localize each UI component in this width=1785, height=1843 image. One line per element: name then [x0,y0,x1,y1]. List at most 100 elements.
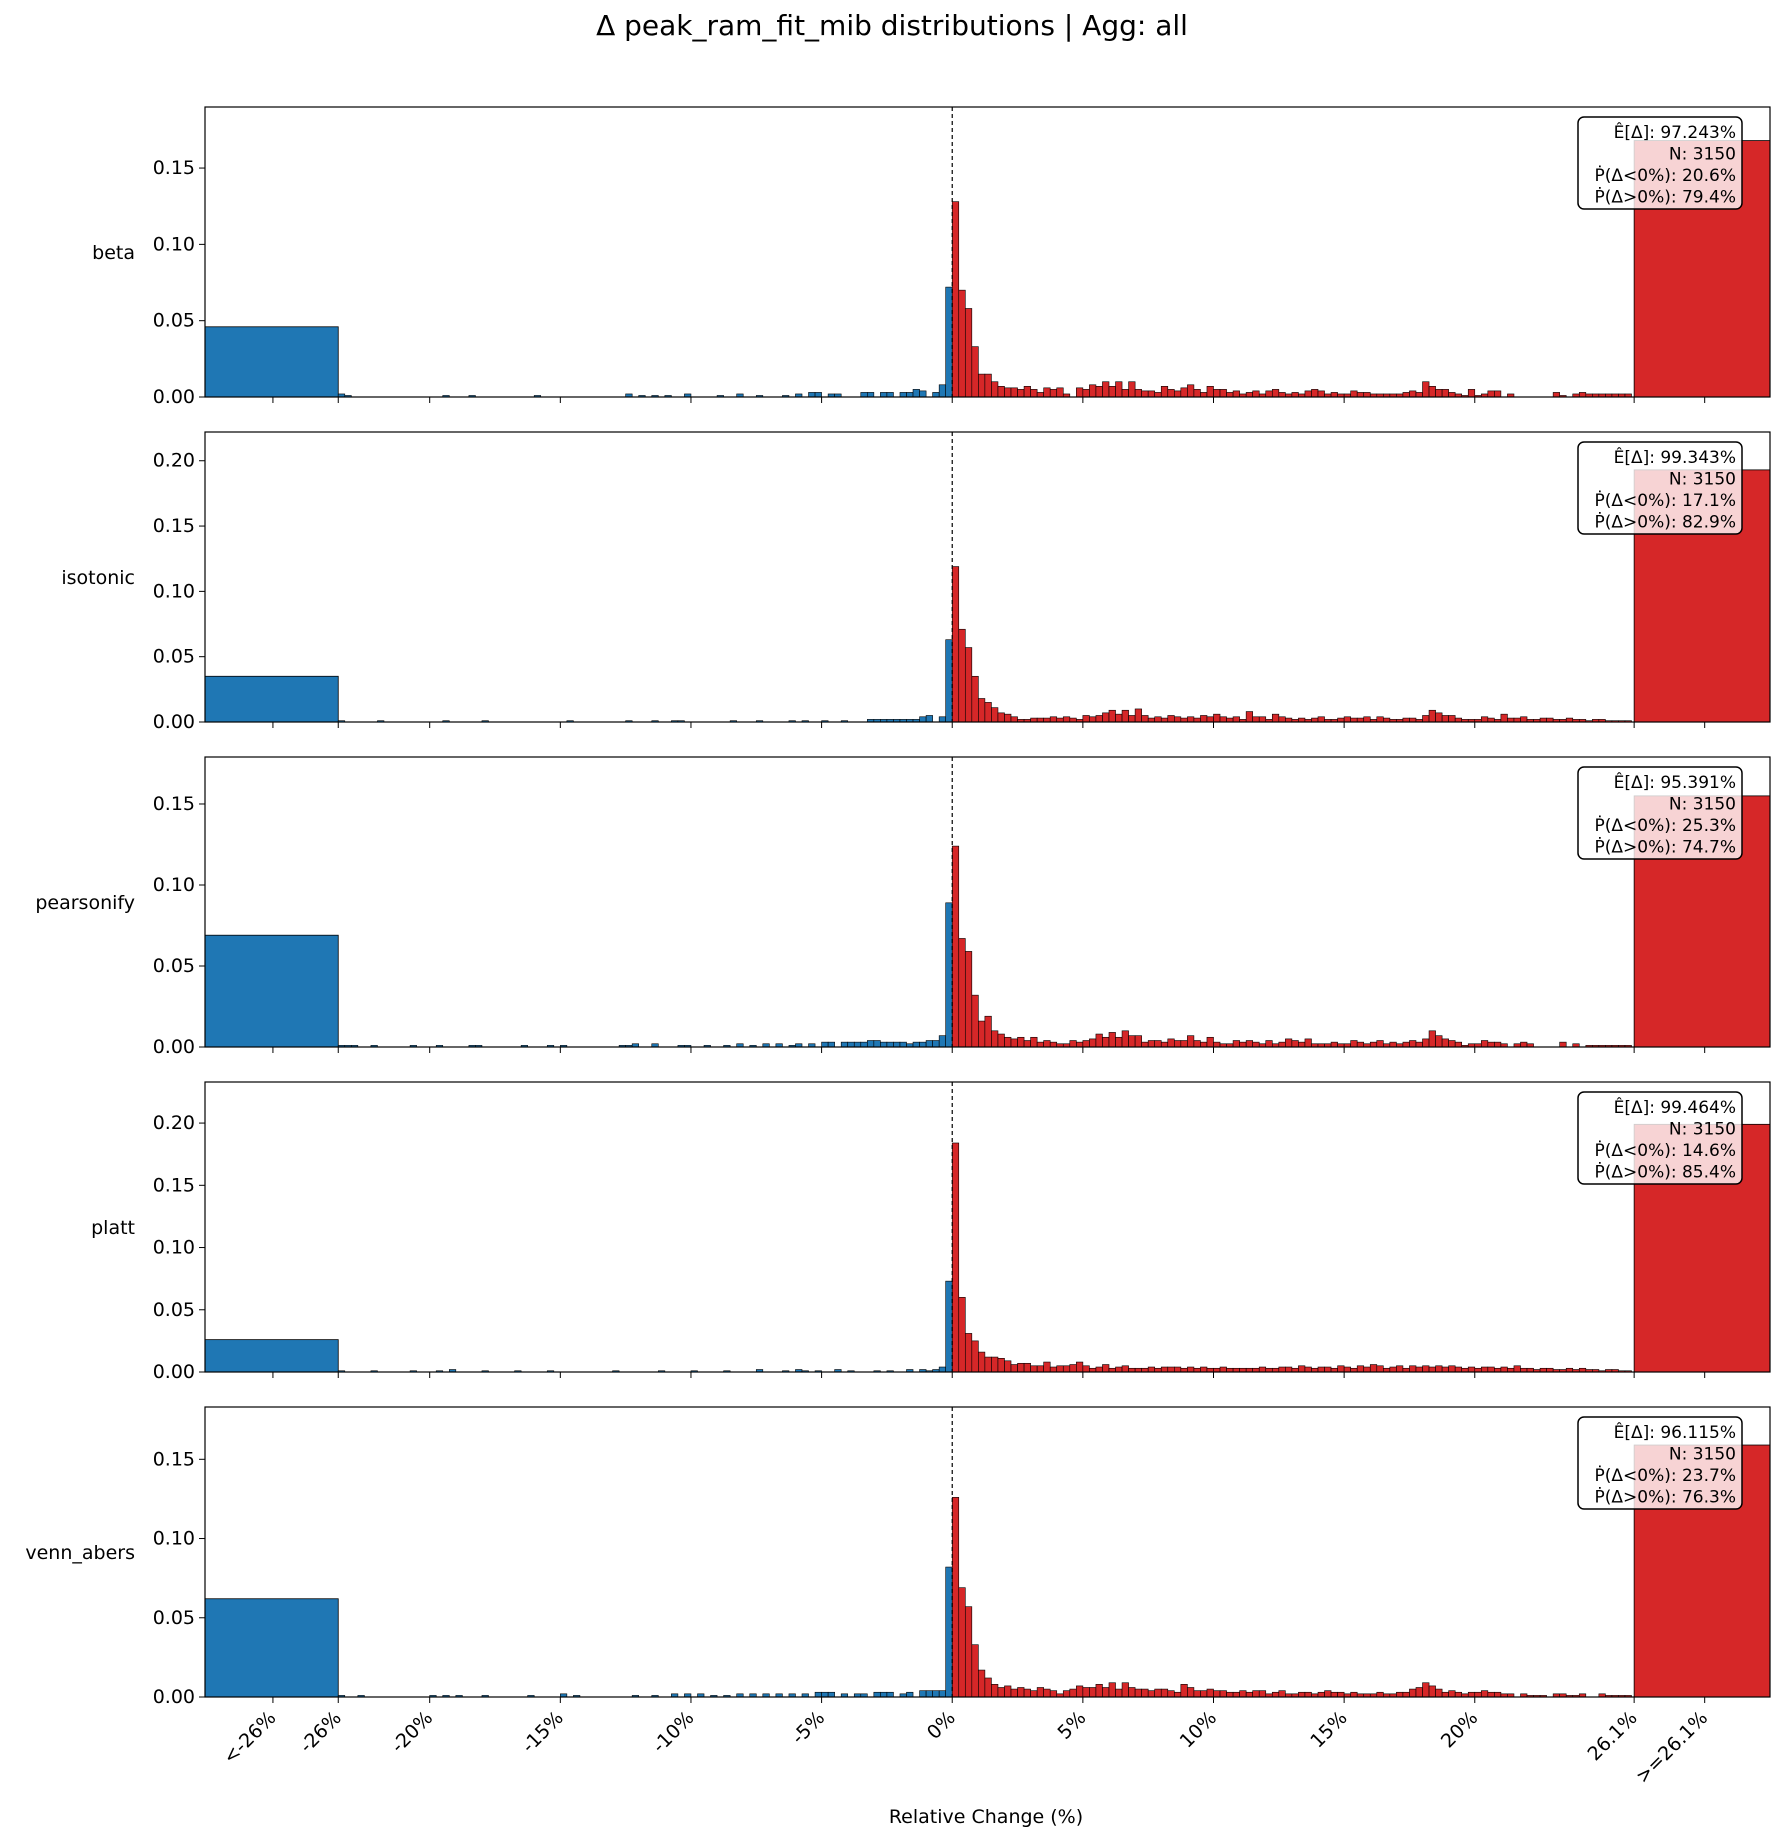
bar-positive [1271,1691,1280,1698]
bar-positive [1056,1365,1064,1373]
bar-negative [906,392,914,398]
bar-positive [1108,386,1116,398]
bar-positive [984,702,992,723]
bar-negative [840,1041,849,1048]
stat-n: N: 3150 [1669,1445,1736,1465]
bar-positive [1428,1030,1436,1048]
bar-negative [925,1040,933,1048]
bar-positive [971,675,979,723]
bar-positive [1278,1041,1286,1048]
bar-negative [821,1691,829,1698]
bar-positive [1415,1687,1423,1698]
stat-mean: Ê[Δ]: 96.115% [1614,1421,1736,1443]
bar-negative [853,1041,862,1048]
bar-positive [1049,1690,1058,1698]
bar-positive [1036,1365,1044,1373]
axes-frame [204,431,1771,723]
bar-positive [1062,1365,1071,1373]
y-tick-label: 0.15 [153,157,195,179]
bar-positive [1141,390,1149,398]
series-label: venn_abers [25,1542,135,1564]
series-label: beta [92,242,135,264]
subplot-isotonic: 0.00 0.05 0.10 0.15 0.20 isotonic Ê[Δ]: 99.343… [61,431,1771,733]
bar-positive [1010,716,1018,723]
bar-positive [1252,716,1260,723]
bar-positive [1435,389,1443,398]
bar-positive [951,566,960,723]
bar-positive [1232,716,1240,723]
bar-positive [1147,390,1156,398]
bar-negative [925,1690,933,1698]
bar-positive [1520,1041,1528,1048]
bar-negative [938,716,946,723]
bar-positive [991,1356,999,1373]
bar-positive [1252,1690,1260,1698]
stats-box [1577,441,1743,535]
bar-positive [1448,715,1456,723]
stat-p-negative: Ṗ(Δ<0%): 20.6% [1595,165,1737,186]
bar-positive [978,698,986,723]
bar-positive [964,951,973,1048]
bar-negative [886,1691,894,1698]
bar-positive [1480,1690,1489,1698]
bar-positive [1226,392,1234,398]
y-tick-label: 0.15 [153,793,195,815]
bar-positive [1089,716,1097,723]
bar-positive [1376,716,1384,723]
bar-positive [1330,1041,1338,1048]
bar-negative [919,1690,927,1698]
bar-positive [1036,1041,1044,1048]
bar-positive [1154,716,1162,723]
bar-positive [1134,389,1142,398]
bar-positive [978,1020,986,1048]
bar-positive [1454,1691,1463,1698]
bar-positive [1500,1366,1508,1373]
bar-positive [1141,1688,1149,1698]
bar-positive [1089,1687,1097,1698]
bar-positive [1304,390,1312,398]
bar-positive [1115,1366,1123,1373]
bar-negative [938,384,946,398]
bar-positive [1167,389,1175,398]
bar-positive [1285,1366,1293,1373]
bar-positive [1141,715,1149,723]
axes-frame [204,756,1771,1048]
bar-positive [1232,390,1240,398]
bar-positive [1154,392,1162,398]
bar-positive [1291,392,1299,398]
bar-positive [1448,1040,1456,1048]
bar-positive [1030,1690,1038,1698]
bar-positive [1343,716,1351,723]
bar-positive [1082,715,1090,723]
axes-frame [204,1081,1771,1373]
bar-positive [1278,716,1286,723]
bar-positive [1049,1041,1058,1048]
bar-positive [1363,716,1371,723]
bar-positive [1030,1365,1038,1373]
bar-positive [1102,381,1110,398]
bar-positive [1160,386,1169,398]
bar-positive [1147,1040,1156,1048]
bar-positive [1174,390,1182,398]
bar-positive [991,707,999,723]
bar-positive [1356,392,1365,398]
y-tick-label: 0.00 [153,1036,195,1058]
bar-positive [971,994,979,1048]
stat-p-positive: Ṗ(Δ>0%): 76.3% [1595,1487,1737,1508]
stat-mean: Ê[Δ]: 99.343% [1614,446,1736,468]
bar-positive [1023,1040,1031,1048]
stat-n: N: 3150 [1669,795,1736,815]
stat-p-negative: Ṗ(Δ<0%): 14.6% [1595,1140,1737,1161]
bar-positive [1304,1691,1312,1698]
bar-positive [1115,381,1123,398]
bar-positive [1082,1040,1090,1048]
bar-positive [1494,390,1502,398]
bar-positive [997,386,1005,398]
bar-positive [1298,1691,1306,1698]
bar-positive [1291,1040,1299,1048]
bar-positive [1023,1362,1031,1373]
bar-positive [1454,1041,1463,1048]
bar-positive [1245,1691,1253,1698]
bar-positive [964,1333,973,1373]
bar-positive [1467,389,1476,398]
